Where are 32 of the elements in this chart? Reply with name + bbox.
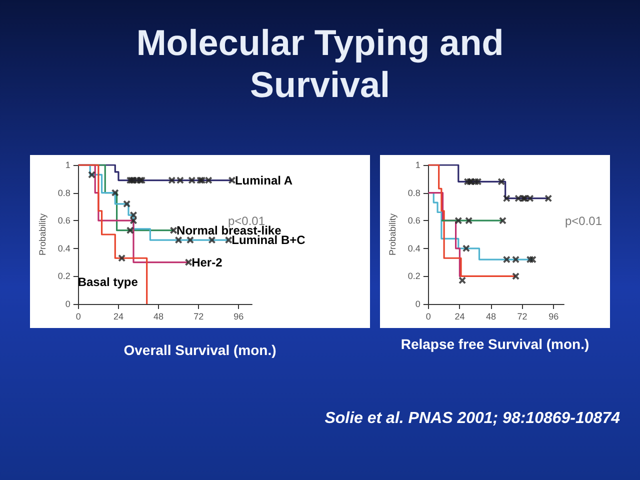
chart-title: Molecular Typing and Survival <box>135 22 505 106</box>
x-tick-label: 48 <box>154 312 164 322</box>
y-tick-label: 0.2 <box>58 271 70 282</box>
x-tick-label: 96 <box>548 312 559 322</box>
y-tick-label: 0.4 <box>408 243 420 254</box>
x-tick-label: 24 <box>454 312 465 322</box>
y-tick-label: 0.6 <box>58 216 70 226</box>
x-tick-label: 72 <box>517 312 528 322</box>
x-tick-label: 24 <box>113 312 124 322</box>
y-tick-label: 0.8 <box>408 188 420 198</box>
annotation: p<0.01 <box>228 214 266 228</box>
x-tick-label: 48 <box>486 312 496 322</box>
y-tick-label: 0.2 <box>408 271 420 282</box>
y-tick-label: 0 <box>65 299 70 309</box>
series-label: Luminal A <box>234 173 293 188</box>
y-tick-label: 1 <box>65 160 70 170</box>
y-tick-label: 0.4 <box>58 243 70 254</box>
x-axis-title: Overall Survival (mon.) <box>122 342 278 358</box>
x-tick-label: 96 <box>234 312 244 322</box>
x-tick-label: 0 <box>426 312 431 322</box>
y-tick-label: 1 <box>415 160 420 170</box>
y-axis-title: Probability <box>388 212 398 256</box>
y-tick-label: 0.6 <box>408 216 420 226</box>
x-axis-title: Relapse free Survival (mon.) <box>400 336 590 352</box>
y-axis-title: Probability <box>38 212 48 256</box>
x-tick-label: 72 <box>194 312 204 322</box>
text: p<0.01 <box>564 214 602 228</box>
x-tick-label: 0 <box>76 312 81 322</box>
text: Solie et al. PNAS 2001; 98:10869-10874 <box>324 410 620 428</box>
series-label: Her-2 <box>192 255 223 270</box>
y-tick-label: 0 <box>415 299 420 309</box>
y-tick-label: 0.8 <box>58 188 70 198</box>
